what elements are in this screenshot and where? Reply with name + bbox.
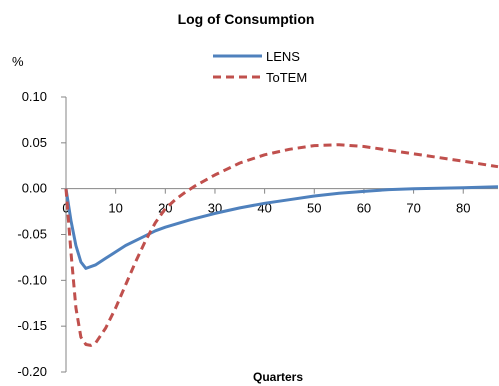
legend-label-lens: LENS — [266, 49, 300, 64]
y-tick-label: -0.15 — [17, 318, 47, 333]
x-tick-label: 80 — [456, 201, 470, 216]
x-axis-title: Quarters — [253, 370, 303, 384]
legend: LENS ToTEM — [213, 49, 307, 85]
y-axis: 0.10 0.05 0.00 -0.05 -0.10 -0.15 -0.20 — [17, 89, 67, 379]
series-line-totem — [64, 143, 499, 347]
y-tick-label: 0.10 — [22, 89, 47, 104]
y-tick-label: 0.00 — [22, 181, 47, 196]
x-axis: 0 10 20 30 40 50 60 70 80 — [62, 188, 498, 216]
y-axis-unit-label: % — [12, 54, 24, 69]
x-tick-label: 50 — [307, 201, 321, 216]
y-tick-label: 0.05 — [22, 135, 47, 150]
y-tick-label: -0.10 — [17, 272, 47, 287]
x-tick-label: 60 — [357, 201, 371, 216]
x-tick-label: 10 — [108, 201, 122, 216]
x-tick-label: 70 — [406, 201, 420, 216]
chart-title: Log of Consumption — [178, 11, 315, 27]
y-tick-label: -0.20 — [17, 364, 47, 379]
series-lines — [64, 143, 499, 347]
series-line-lens — [64, 185, 499, 270]
legend-label-totem: ToTEM — [266, 70, 307, 85]
x-tick-label: 0 — [62, 201, 69, 216]
y-tick-label: -0.05 — [17, 227, 47, 242]
